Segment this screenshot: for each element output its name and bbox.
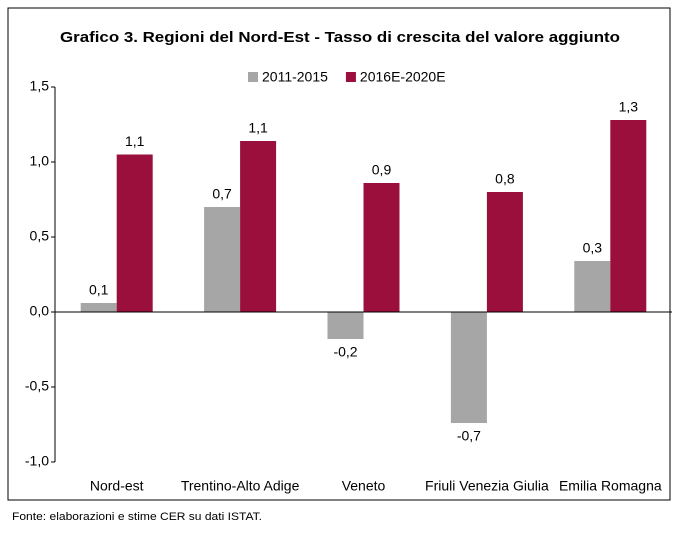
data-label: 0,9 bbox=[372, 162, 392, 178]
bar bbox=[80, 303, 117, 312]
x-tick-label: Nord-est bbox=[90, 478, 144, 494]
y-tick-label: 0,0 bbox=[30, 303, 50, 319]
x-tick-label: Veneto bbox=[342, 478, 386, 494]
data-label: 0,1 bbox=[89, 282, 109, 298]
y-tick-label: -1,0 bbox=[25, 453, 49, 469]
chart-border bbox=[7, 7, 671, 501]
y-tick-label: 0,5 bbox=[30, 228, 50, 244]
bar bbox=[610, 120, 647, 312]
x-tick-label: Trentino-Alto Adige bbox=[181, 478, 300, 494]
data-label: 1,3 bbox=[619, 99, 639, 115]
bar bbox=[486, 192, 523, 312]
data-label: 0,7 bbox=[212, 186, 232, 202]
bar bbox=[204, 207, 241, 312]
y-tick-label: 1,5 bbox=[30, 78, 50, 94]
source-note: Fonte: elaborazioni e stime CER su dati … bbox=[12, 511, 262, 523]
bar bbox=[363, 183, 400, 312]
data-label: 1,1 bbox=[125, 133, 145, 149]
chart-title: Grafico 3. Regioni del Nord-Est - Tasso … bbox=[60, 29, 620, 46]
x-tick-label: Emilia Romagna bbox=[559, 478, 662, 494]
y-tick-label: 1,0 bbox=[30, 153, 50, 169]
data-label: -0,2 bbox=[333, 344, 357, 360]
legend-label: 2011-2015 bbox=[262, 69, 328, 85]
bar bbox=[116, 154, 153, 312]
data-label: 0,8 bbox=[495, 171, 515, 187]
legend-label: 2016E-2020E bbox=[360, 69, 446, 85]
bar bbox=[450, 312, 487, 423]
data-label: 0,3 bbox=[583, 240, 603, 256]
bar bbox=[240, 141, 277, 312]
bar bbox=[327, 312, 364, 339]
data-label: -0,7 bbox=[457, 428, 481, 444]
legend-swatch bbox=[248, 72, 258, 82]
bar bbox=[574, 261, 611, 312]
y-tick-label: -0,5 bbox=[25, 378, 49, 394]
x-tick-label: Friuli Venezia Giulia bbox=[425, 478, 549, 494]
legend-swatch bbox=[345, 72, 356, 82]
data-label: 1,1 bbox=[248, 120, 268, 136]
